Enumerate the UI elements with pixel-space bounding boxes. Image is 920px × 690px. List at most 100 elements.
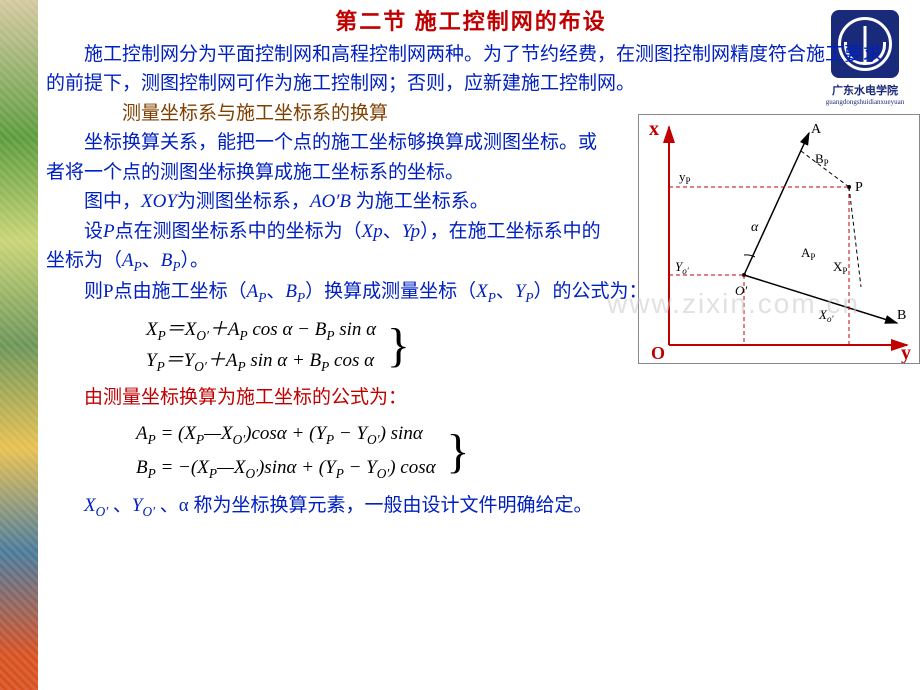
t: X bbox=[221, 423, 233, 444]
t: X bbox=[146, 319, 158, 340]
t: 、 bbox=[108, 495, 132, 516]
t: B bbox=[310, 350, 322, 371]
t: sin α bbox=[334, 319, 376, 340]
t: P bbox=[525, 290, 533, 305]
section-title: 第二节 施工控制网的布设 bbox=[46, 4, 896, 36]
t: ＝ bbox=[165, 350, 184, 371]
svg-text:Yo′: Yo′ bbox=[675, 259, 690, 276]
t: B bbox=[315, 319, 327, 340]
p3: 图中，XOY为测图坐标系，AO′B 为施工坐标系。 bbox=[46, 187, 608, 216]
t: P bbox=[172, 259, 180, 274]
t: ）。 bbox=[181, 250, 210, 271]
formula-ap: AP = (XP—XO′)cosα + (YP − YO′) sinα bbox=[136, 418, 436, 451]
t: B bbox=[161, 250, 173, 271]
t: P bbox=[326, 432, 334, 447]
t: )sinα + ( bbox=[258, 457, 325, 478]
t: Xp bbox=[362, 221, 383, 242]
t: X bbox=[184, 423, 196, 444]
t: O′ bbox=[194, 359, 207, 374]
aob: AO′B bbox=[310, 191, 351, 212]
t: ＋ bbox=[207, 350, 226, 371]
t: X bbox=[234, 457, 246, 478]
coordinate-diagram: x y O A B P α yP Yo′ O′ BP AP XP Xo′ bbox=[638, 114, 920, 364]
t: P bbox=[148, 432, 156, 447]
t: P bbox=[240, 328, 248, 343]
t: P bbox=[103, 221, 115, 242]
t: 、 bbox=[496, 281, 515, 302]
svg-text:XP: XP bbox=[833, 259, 847, 276]
t: 为施工坐标系。 bbox=[351, 191, 489, 212]
t: ）换算成测量坐标（ bbox=[305, 281, 476, 302]
t: B bbox=[136, 457, 148, 478]
t: P bbox=[297, 290, 305, 305]
svg-text:y: y bbox=[901, 342, 911, 364]
formula-block-2: AP = (XP—XO′)cosα + (YP − YO′) sinα BP =… bbox=[136, 418, 896, 485]
t: 、 bbox=[142, 250, 161, 271]
t: Y bbox=[366, 457, 377, 478]
formula-xp: XP＝XO′＋AP cos α − BP sin α bbox=[146, 315, 376, 346]
intro-paragraph: 施工控制网分为平面控制网和高程控制网两种。为了节约经费，在测图控制网精度符合施工… bbox=[46, 40, 896, 99]
t: 、 bbox=[383, 221, 402, 242]
t: X bbox=[84, 495, 96, 516]
t: = −( bbox=[156, 457, 197, 478]
svg-text:x: x bbox=[649, 118, 659, 140]
svg-text:BP: BP bbox=[815, 151, 829, 168]
p6: 由测量坐标换算为施工坐标的公式为： bbox=[46, 383, 896, 412]
t: O′ bbox=[245, 466, 258, 481]
brace-icon: } bbox=[446, 430, 469, 473]
t: P bbox=[134, 259, 142, 274]
t: P bbox=[336, 466, 344, 481]
t: — bbox=[217, 457, 234, 478]
t: O′ bbox=[233, 432, 246, 447]
t: O′ bbox=[377, 466, 390, 481]
svg-text:O′: O′ bbox=[735, 283, 747, 298]
t: 点在测图坐标系中的坐标为（ bbox=[115, 221, 362, 242]
t: P bbox=[148, 466, 156, 481]
t: 图中， bbox=[84, 191, 141, 212]
t: 则P点由施工坐标（ bbox=[84, 281, 247, 302]
t: P bbox=[237, 359, 245, 374]
t: 设 bbox=[84, 221, 103, 242]
svg-text:P: P bbox=[855, 180, 863, 195]
t: P bbox=[158, 328, 166, 343]
brace-icon: } bbox=[387, 324, 410, 367]
t: A bbox=[228, 319, 240, 340]
t: 、 bbox=[266, 281, 285, 302]
t: — bbox=[204, 423, 221, 444]
p4: 设P点在测图坐标系中的坐标为（Xp、Yp），在施工坐标系中的坐标为（AP、BP）… bbox=[46, 217, 608, 278]
t: Y bbox=[315, 423, 326, 444]
t: X bbox=[185, 319, 197, 340]
t: cos α − bbox=[248, 319, 315, 340]
svg-text:A: A bbox=[811, 122, 822, 137]
t: cos α bbox=[329, 350, 374, 371]
t: A bbox=[122, 250, 134, 271]
t: Y bbox=[132, 495, 143, 516]
t: A bbox=[226, 350, 238, 371]
t: − bbox=[334, 423, 356, 444]
t: X bbox=[197, 457, 209, 478]
t: P bbox=[209, 466, 217, 481]
t: ＋ bbox=[209, 319, 228, 340]
t: ＝ bbox=[166, 319, 185, 340]
t: ) cosα bbox=[389, 457, 435, 478]
t: ) sinα bbox=[380, 423, 423, 444]
svg-text:O: O bbox=[651, 343, 665, 363]
p7: XO′ 、YO′ 、α 称为坐标换算元素，一般由设计文件明确给定。 bbox=[46, 491, 896, 522]
t: A bbox=[136, 423, 148, 444]
t: A bbox=[247, 281, 259, 302]
t: O′ bbox=[196, 328, 209, 343]
formula-bp: BP = −(XP—XO′)sinα + (YP − YO′) cosα bbox=[136, 452, 436, 485]
svg-text:α: α bbox=[751, 220, 759, 235]
sidebar-collage bbox=[0, 0, 38, 690]
t: 、α 称为坐标换算元素，一般由设计文件明确给定。 bbox=[155, 495, 592, 516]
t: )cosα + ( bbox=[245, 423, 315, 444]
t: B bbox=[285, 281, 297, 302]
intro-text: 施工控制网分为平面控制网和高程控制网两种。为了节约经费，在测图控制网精度符合施工… bbox=[46, 44, 882, 94]
t: O′ bbox=[367, 432, 380, 447]
xoy: XOY bbox=[141, 191, 177, 212]
t: 为测图坐标系， bbox=[177, 191, 310, 212]
svg-text:AP: AP bbox=[801, 245, 815, 262]
t: O′ bbox=[142, 504, 155, 519]
svg-text:yP: yP bbox=[679, 169, 691, 186]
t: ）的公式为： bbox=[534, 281, 648, 302]
